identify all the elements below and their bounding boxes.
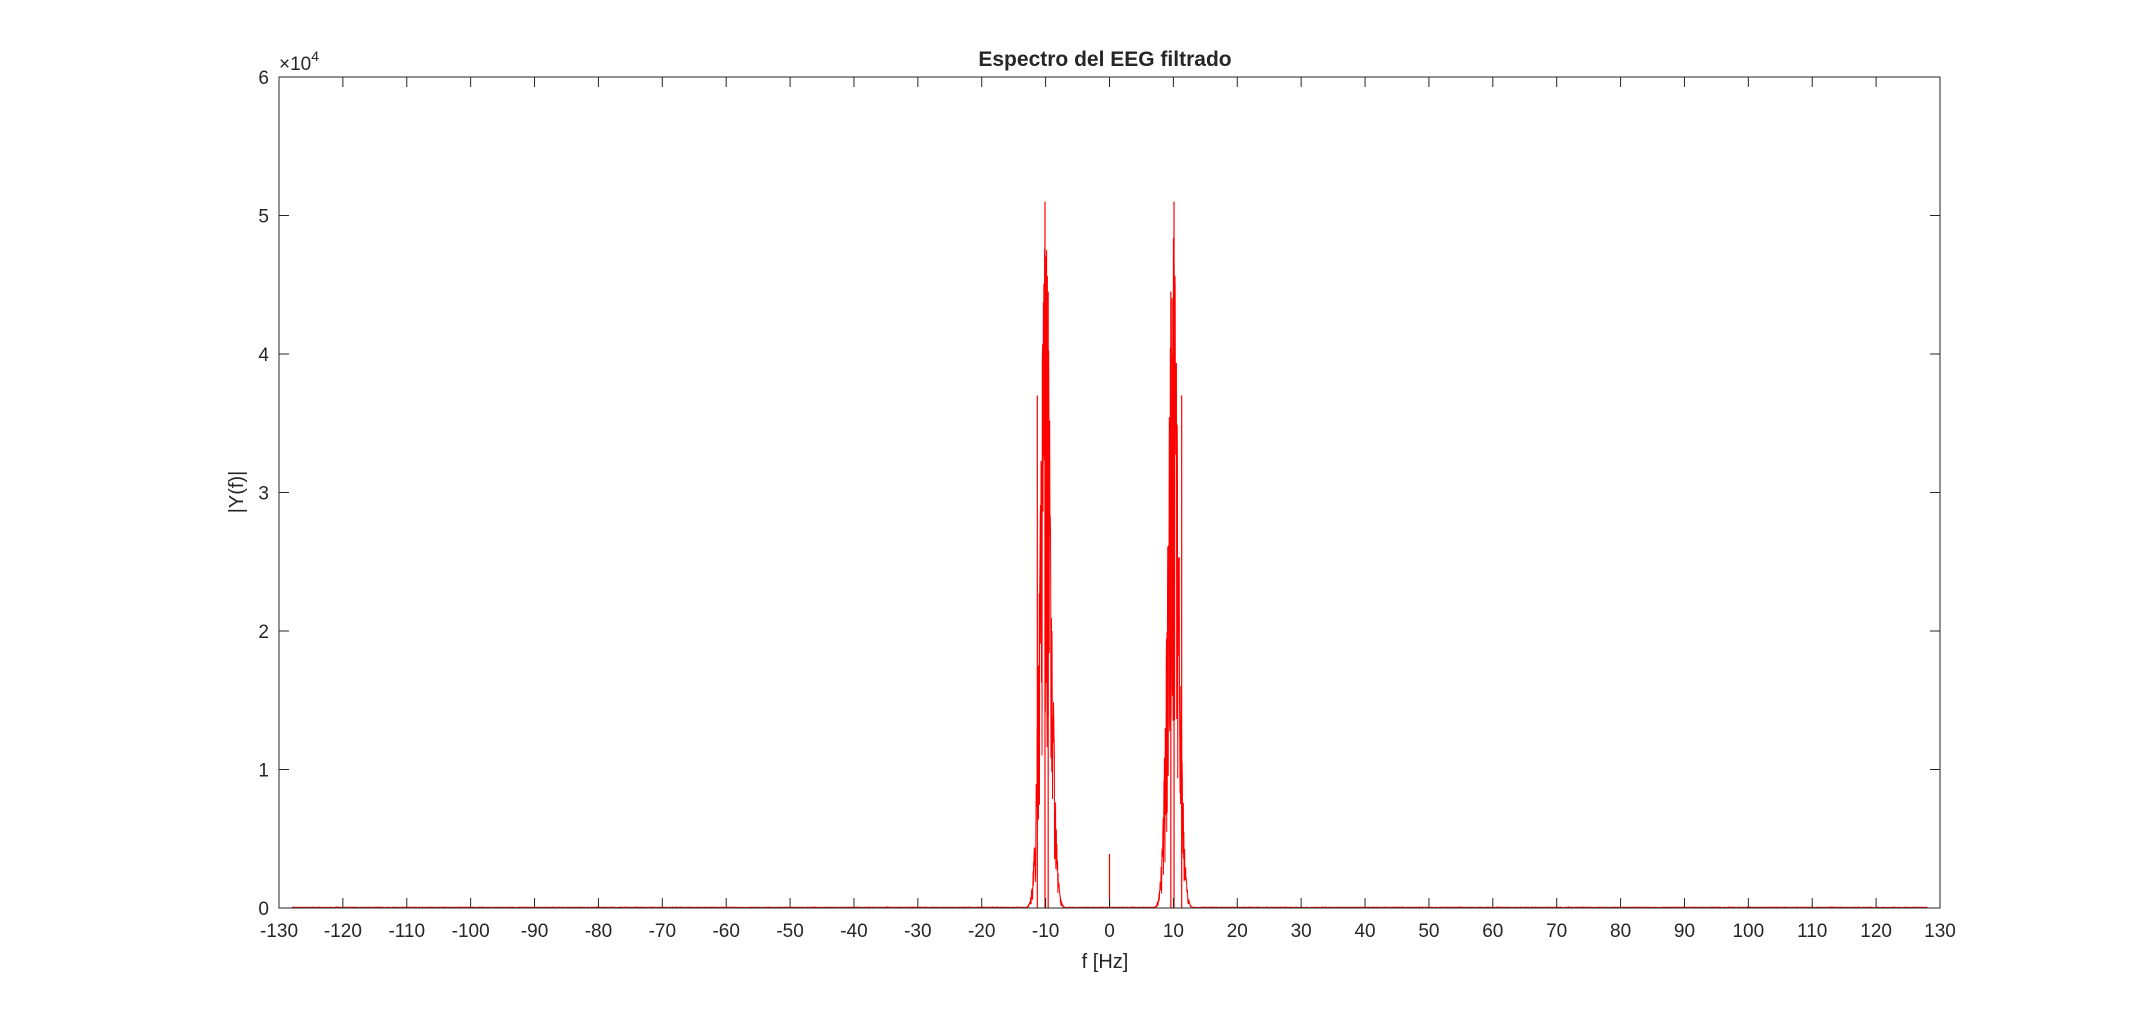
y-exponent-base: ×10: [279, 54, 311, 75]
y-tick-label: 3: [258, 484, 269, 505]
x-tick-label: -130: [260, 921, 298, 942]
x-tick-label: -110: [388, 921, 425, 942]
y-tick-label: 1: [258, 761, 269, 782]
x-tick-label: 90: [1674, 921, 1695, 942]
x-tick-label: 40: [1354, 921, 1375, 942]
chart-title: Espectro del EEG filtrado: [978, 48, 1231, 71]
x-tick-label: 0: [1104, 921, 1115, 942]
y-tick-label: 0: [258, 899, 269, 920]
y-tick-label: 5: [258, 207, 269, 228]
x-tick-label: 120: [1860, 921, 1892, 942]
label-layer: -130 -120 -110 -100 -90 -80 -70 -60 -50 -40 -30 -20…: [258, 68, 1955, 942]
x-tick-label: -10: [1032, 921, 1059, 942]
y-tick-label: 2: [258, 622, 269, 643]
x-tick-label: -30: [904, 921, 931, 942]
x-tick-label: 20: [1227, 921, 1248, 942]
y-exponent-power: 4: [311, 48, 319, 64]
x-tick-label: 60: [1482, 921, 1503, 942]
x-axis-label: f [Hz]: [1082, 951, 1129, 973]
y-tick-label: 6: [258, 68, 269, 89]
x-tick-label: -90: [521, 921, 548, 942]
plot-area: [279, 77, 1940, 908]
x-tick-label: -120: [324, 921, 362, 942]
x-tick-label: 130: [1924, 921, 1956, 942]
x-tick-label: -80: [585, 921, 612, 942]
x-tick-label: 50: [1418, 921, 1439, 942]
x-tick-label: 80: [1610, 921, 1631, 942]
y-tick-label: 4: [258, 345, 269, 366]
x-tick-label: 100: [1732, 921, 1764, 942]
x-tick-label: -50: [776, 921, 803, 942]
x-tick-label: 30: [1291, 921, 1312, 942]
y-axis-label: |Y(f)|: [226, 471, 248, 514]
axes-box: [278, 76, 1941, 909]
x-tick-label: -20: [968, 921, 995, 942]
x-tick-label: -100: [452, 921, 490, 942]
x-tick-label: 110: [1797, 921, 1827, 942]
x-tick-label: -40: [840, 921, 867, 942]
x-tick-label: 10: [1163, 921, 1184, 942]
x-tick-label: -60: [712, 921, 739, 942]
y-exponent-label: ×104: [279, 48, 319, 75]
x-tick-label: -70: [649, 921, 676, 942]
x-tick-label: 70: [1546, 921, 1567, 942]
